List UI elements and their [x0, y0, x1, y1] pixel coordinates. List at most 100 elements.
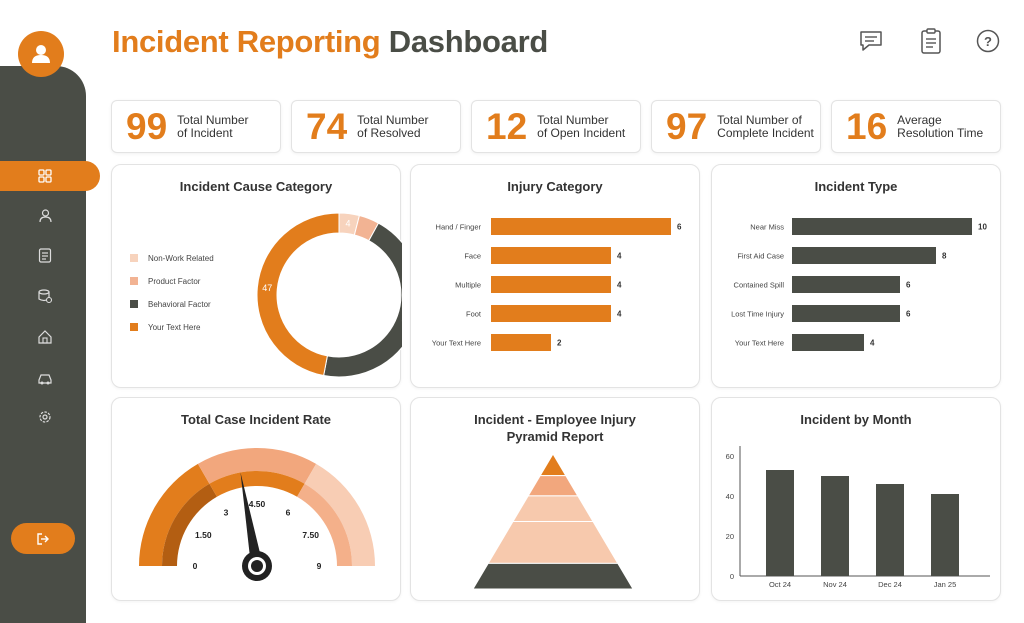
sidebar-item-dashboard[interactable] — [0, 161, 100, 191]
legend-label: Non-Work Related — [148, 254, 214, 263]
gauge-band-mid — [197, 448, 317, 484]
sidebar-item-home[interactable] — [37, 329, 53, 345]
y-tick-label: 40 — [726, 492, 734, 501]
panel-case-rate: Total Case Incident Rate 0 1.50 3 4.50 6 7.50… — [111, 397, 401, 601]
bar-category-label: Contained Spill — [734, 281, 785, 290]
y-tick-label: 20 — [726, 532, 734, 541]
panel-pyramid: Incident - Employee Injury Pyramid Repor… — [410, 397, 700, 601]
database-settings-icon — [38, 289, 53, 304]
page-title: Incident Reporting Dashboard — [112, 24, 548, 60]
user-avatar[interactable] — [18, 31, 64, 77]
kpi-value: 12 — [486, 105, 528, 147]
chart-title: Incident - Employee Injury Pyramid Repor… — [411, 411, 699, 445]
gauge-tick-label: 9 — [317, 561, 322, 571]
legend-label: Product Factor — [148, 277, 201, 286]
legend-swatch — [130, 254, 138, 262]
gauge-tick-label: 7.50 — [302, 530, 319, 540]
donut-slice-label: 4 — [346, 219, 351, 229]
logout-button[interactable] — [11, 523, 75, 554]
bar-value-label: 8 — [942, 252, 947, 261]
user-avatar-icon — [32, 45, 50, 63]
bar — [766, 470, 794, 576]
help-icon: ? — [976, 29, 1000, 53]
bar — [792, 247, 936, 264]
sidebar-item-car[interactable] — [37, 370, 53, 386]
chart-title: Incident Type — [814, 179, 898, 194]
bar-category-label: Hand / Finger — [436, 223, 482, 232]
pyramid-level — [527, 475, 579, 497]
x-tick-label: Oct 24 — [769, 580, 791, 589]
legend-swatch — [130, 300, 138, 308]
donut-slice-label: 47 — [262, 283, 272, 293]
x-tick-label: Nov 24 — [823, 580, 847, 589]
pyramid-level — [539, 453, 567, 477]
chart-title-line1: Incident - Employee Injury — [474, 412, 636, 427]
kpi-card-resolution-time: 16 Average Resolution Time — [831, 100, 1001, 153]
bar — [792, 305, 900, 322]
chart-title: Injury Category — [507, 179, 603, 194]
pyramid-chart — [472, 453, 634, 590]
x-tick-label: Dec 24 — [878, 580, 902, 589]
bar — [491, 218, 671, 235]
pyramid-level — [487, 521, 619, 564]
bar-value-label: 4 — [617, 252, 622, 261]
kpi-card-complete-incident: 97 Total Number of Complete Incident — [651, 100, 821, 153]
bar-category-label: Face — [464, 252, 481, 261]
legend-label: Behavioral Factor — [148, 300, 211, 309]
bar — [491, 334, 551, 351]
gauge-tick-label: 4.50 — [249, 499, 266, 509]
sidebar-item-checklist[interactable] — [37, 247, 53, 263]
month-bar-chart: 0 20 40 60 Oct 24 Nov 24 Dec 24 Jan 25 — [726, 446, 990, 589]
chat-button[interactable] — [856, 26, 886, 56]
sidebar-item-user[interactable] — [37, 207, 53, 223]
gauge-chart: 0 1.50 3 4.50 6 7.50 9 — [139, 448, 375, 581]
bar-category-label: First Aid Case — [737, 252, 784, 261]
logout-icon — [37, 532, 49, 545]
panel-injury-category: Injury Category Hand / Finger 6 Face 4 Multi… — [410, 164, 700, 388]
kpi-value: 99 — [126, 105, 168, 147]
donut-slice — [256, 212, 340, 377]
gauge-band-high — [304, 463, 375, 566]
bar-value-label: 6 — [906, 310, 911, 319]
bar — [821, 476, 849, 576]
bar-category-label: Your Text Here — [735, 339, 784, 348]
page-title-part2: Dashboard — [388, 24, 549, 59]
gauge-tick-label: 0 — [193, 561, 198, 571]
bar-category-label: Multiple — [455, 281, 481, 290]
bar-category-label: Foot — [466, 310, 482, 319]
car-icon — [38, 374, 52, 385]
injury-bar-chart: Hand / Finger 6 Face 4 Multiple 4 Foot 4 Your Te… — [432, 218, 682, 351]
help-button[interactable]: ? — [973, 26, 1003, 56]
kpi-value: 97 — [666, 105, 708, 147]
gauge-band-low — [139, 463, 210, 566]
bar — [931, 494, 959, 576]
gauge-needle — [240, 472, 263, 568]
kpi-label: Total Number of Complete Incident — [717, 112, 814, 140]
kpi-card-resolved: 74 Total Number of Resolved — [291, 100, 461, 153]
dashboard-icon — [38, 169, 52, 183]
kpi-label: Total Number of Incident — [177, 112, 249, 140]
bar-value-label: 10 — [978, 223, 987, 232]
chart-title: Incident by Month — [800, 412, 912, 427]
bar-value-label: 4 — [617, 310, 622, 319]
gauge-inner-high — [297, 483, 352, 566]
sidebar-item-database[interactable] — [37, 288, 53, 304]
panel-incident-cause: Incident Cause Category 44547Non-Work Re… — [111, 164, 402, 388]
y-tick-label: 0 — [730, 572, 734, 581]
kpi-card-total-incident: 99 Total Number of Incident — [111, 100, 281, 153]
bar — [491, 247, 611, 264]
sidebar-item-settings[interactable] — [37, 409, 53, 425]
kpi-value: 74 — [306, 105, 348, 147]
legend-label: Your Text Here — [148, 323, 201, 332]
page-title-part1: Incident Reporting — [112, 24, 381, 59]
bar-category-label: Lost Time Injury — [731, 310, 784, 319]
settings-icon — [39, 411, 51, 423]
bar — [792, 218, 972, 235]
pyramid-level — [472, 562, 634, 590]
bar — [491, 305, 611, 322]
bar-value-label: 4 — [617, 281, 622, 290]
chart-title: Incident Cause Category — [179, 179, 333, 194]
kpi-label: Average Resolution Time — [897, 112, 984, 140]
checklist-icon — [38, 248, 52, 263]
clipboard-button[interactable] — [916, 26, 946, 56]
